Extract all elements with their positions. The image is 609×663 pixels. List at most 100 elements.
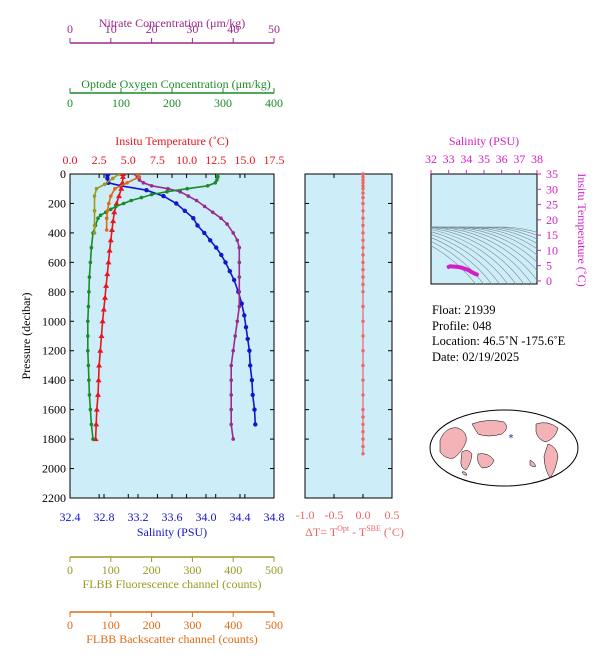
- map-landmass: [543, 443, 559, 479]
- fluorescence-point: [92, 209, 97, 213]
- ts-salinity-tick-label: 32: [425, 152, 437, 166]
- oxygen-axis-title: Optode Oxygen Concentration (μm/kg): [81, 77, 270, 91]
- nitrate-point: [231, 348, 235, 353]
- nitrate-point: [231, 231, 235, 235]
- float-location-marker: *: [509, 433, 514, 444]
- delta-point: [361, 260, 365, 265]
- map-landmass: [460, 450, 473, 471]
- pressure-axis-title: Pressure (decibar): [19, 293, 33, 380]
- nitrate-axis-title: Nitrate Concentration (μm/kg): [99, 16, 245, 30]
- fluorescence-tick-label: 500: [265, 563, 283, 577]
- delta-point: [361, 181, 365, 185]
- fluorescence-tick-label: 0: [67, 563, 73, 577]
- backscatter-axis-title: FLBB Backscatter channel (counts): [86, 632, 258, 646]
- delta-point: [361, 282, 365, 287]
- pressure-tick-label: 1000: [42, 314, 66, 328]
- oxygen-point: [91, 437, 95, 441]
- salinity-point: [231, 277, 237, 283]
- temperature-point: [110, 218, 117, 224]
- salinity-point: [182, 208, 187, 213]
- map-landmass: [529, 459, 537, 468]
- nitrate-tick-label: 10: [105, 22, 117, 36]
- pressure-tick-label: 400: [48, 226, 66, 240]
- delta-axis-title: ΔT= TOpt - TSBE (˚C): [305, 524, 404, 539]
- salinity-point: [202, 230, 207, 236]
- temperature-point: [103, 282, 110, 288]
- oxygen-point: [89, 422, 94, 427]
- map-landmass: [535, 422, 559, 443]
- temperature-axis-title: Insitu Temperature (˚C): [115, 134, 229, 148]
- delta-tick-label: 0.0: [356, 508, 371, 522]
- backscatter-point: [137, 175, 142, 179]
- delta-point: [361, 319, 365, 323]
- nitrate-point: [235, 238, 240, 243]
- nitrate-point: [229, 407, 233, 412]
- nitrate-point: [233, 334, 237, 338]
- fluorescence-tick-label: 300: [183, 563, 201, 577]
- temperature-point: [96, 362, 103, 368]
- ts-point: [448, 264, 453, 269]
- salinity-point: [223, 260, 228, 265]
- delta-point: [361, 407, 365, 412]
- backscatter-point: [135, 174, 140, 176]
- pressure-tick-label: 1200: [42, 344, 66, 358]
- backscatter-point: [109, 194, 113, 198]
- oxygen-tick-label: 200: [163, 96, 181, 110]
- pressure-tick-label: 600: [48, 255, 66, 269]
- ts-density-contour: [431, 241, 484, 284]
- oxygen-point: [86, 334, 90, 338]
- oxygen-point: [89, 245, 94, 250]
- fluorescence-point: [94, 186, 99, 191]
- oxygen-point: [86, 304, 91, 309]
- delta-point: [361, 393, 365, 397]
- oxygen-point: [98, 213, 103, 217]
- ts-salinity-tick-label: 38: [531, 152, 543, 166]
- oxygen-tick-label: 400: [265, 96, 283, 110]
- ts-temperature-tick-label: 15: [546, 228, 558, 242]
- oxygen-point: [216, 175, 220, 179]
- delta-point: [361, 422, 365, 427]
- nitrate-point: [141, 181, 146, 185]
- backscatter-tick-label: 200: [143, 618, 161, 632]
- oxygen-point: [215, 178, 219, 182]
- nitrate-point: [166, 186, 170, 191]
- profile-number: Profile: 048: [432, 318, 492, 333]
- float-id: Float: 21939: [432, 303, 496, 317]
- salinity-tick-label: 34.8: [264, 510, 285, 524]
- delta-point: [361, 216, 365, 220]
- salinity-point: [219, 252, 224, 258]
- nitrate-point: [237, 290, 242, 294]
- oxygen-tick-label: 100: [112, 96, 130, 110]
- oxygen-point: [121, 201, 126, 206]
- temperature-tick-label: 15.0: [234, 153, 255, 167]
- fluorescence-point: [102, 182, 107, 187]
- delta-point: [361, 178, 365, 182]
- oxygen-point: [86, 363, 91, 368]
- fluorescence-point: [111, 176, 115, 181]
- salinity-point: [191, 216, 196, 221]
- map-landmass: [471, 420, 507, 437]
- salinity-point: [248, 363, 253, 368]
- ts-density-contour: [481, 226, 537, 233]
- backscatter-point: [104, 228, 109, 232]
- oxygen-point: [87, 290, 91, 294]
- salinity-tick-label: 34.4: [230, 510, 251, 524]
- backscatter-tick-label: 500: [265, 618, 283, 632]
- oxygen-point: [165, 189, 169, 194]
- delta-point: [361, 191, 365, 195]
- oxygen-point: [149, 192, 154, 197]
- temperature-point: [95, 377, 102, 383]
- delta-point: [361, 209, 365, 213]
- temperature-tick-label: 10.0: [176, 153, 197, 167]
- fluorescence-point: [92, 231, 97, 235]
- oxygen-point: [109, 207, 113, 212]
- nitrate-point: [237, 260, 242, 265]
- temperature-tick-label: 5.0: [121, 153, 136, 167]
- temperature-point: [105, 259, 112, 265]
- oxygen-tick-label: 300: [214, 96, 232, 110]
- pressure-tick-label: 1600: [42, 403, 66, 417]
- ts-density-contour: [431, 227, 525, 284]
- salinity-point: [195, 223, 200, 228]
- oxygen-point: [88, 407, 93, 412]
